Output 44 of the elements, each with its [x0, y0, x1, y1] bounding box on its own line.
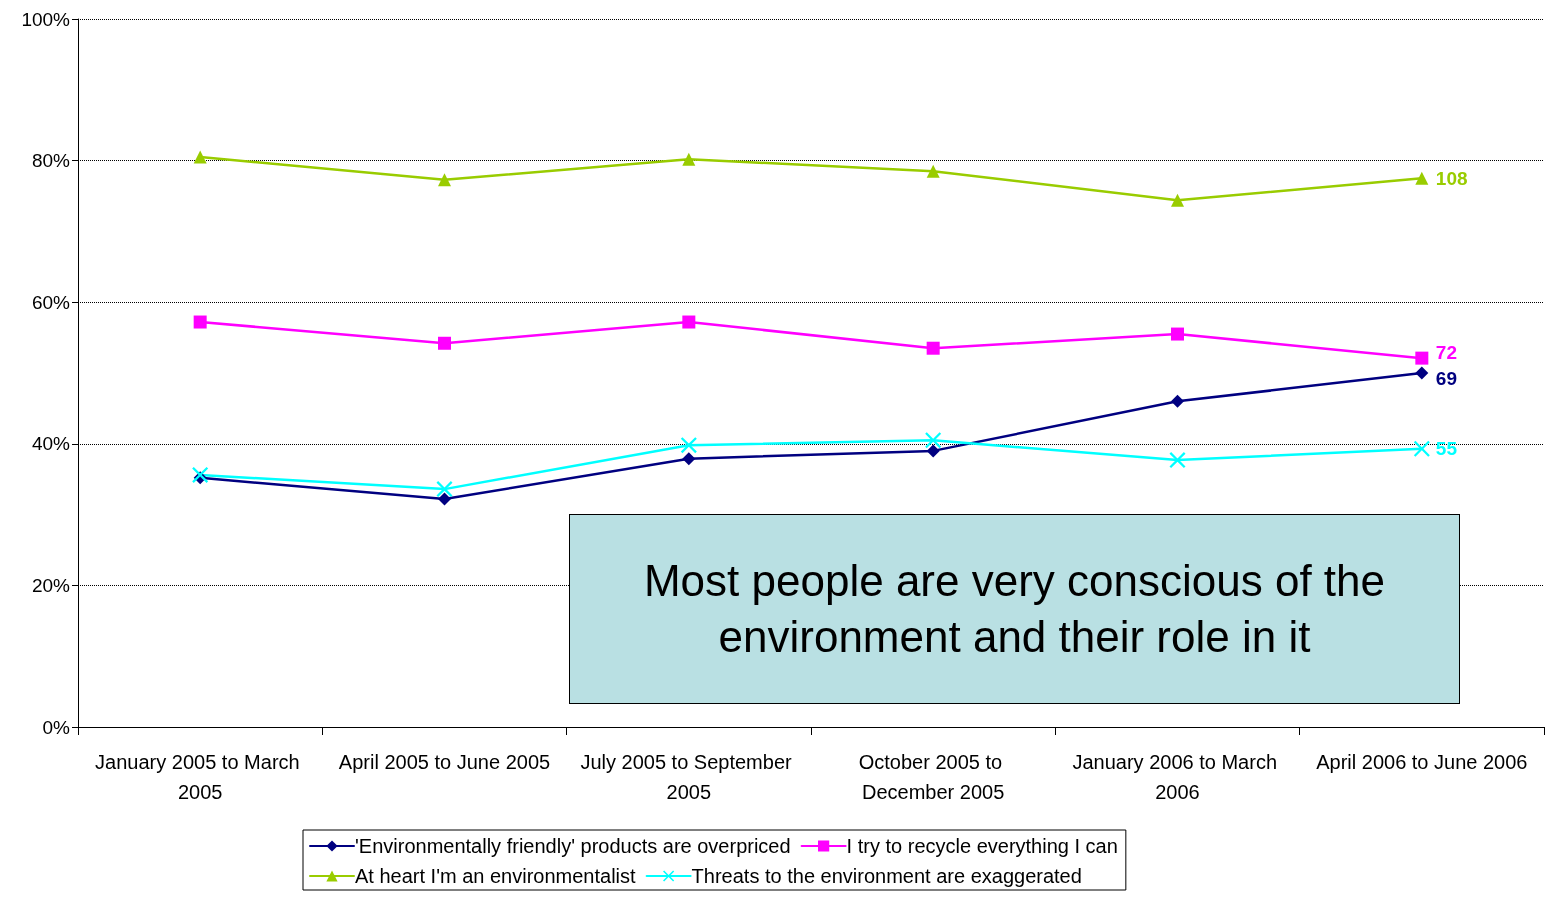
y-tick-label: 40% — [31, 433, 71, 455]
point — [680, 437, 697, 454]
point — [193, 315, 207, 329]
point — [682, 152, 696, 166]
point — [1169, 452, 1186, 469]
x-tick-label: January 2006 to March 2006 — [1072, 751, 1283, 803]
point — [682, 452, 696, 466]
point — [926, 164, 940, 178]
point — [438, 336, 451, 350]
point — [926, 341, 940, 355]
point — [1171, 394, 1184, 408]
annotation: 72 — [1435, 342, 1457, 364]
point — [925, 432, 942, 449]
point — [1413, 440, 1430, 457]
x-tick-label: July 2005 to September 2005 — [580, 751, 798, 803]
point — [436, 481, 453, 498]
point — [1171, 193, 1184, 207]
x-tick-label: April 2005 to June 2005 — [338, 751, 551, 773]
x-tick-label: April 2006 to June 2006 — [1316, 751, 1528, 773]
point — [438, 492, 451, 506]
point — [192, 466, 209, 483]
x-tick-label: October 2005 to December 2005 — [858, 751, 1008, 803]
annotation: 55 — [1435, 438, 1458, 460]
legend-label: At heart I'm an environmentalist — [355, 865, 637, 887]
y-tick-label: 20% — [31, 574, 71, 596]
point — [1171, 327, 1184, 341]
annotation: 108 — [1435, 167, 1468, 189]
legend-label: I try to recycle everything I can — [846, 835, 1118, 857]
y-tick-label: 60% — [31, 291, 71, 313]
y-tick-label: 100% — [21, 8, 71, 30]
point — [1415, 366, 1429, 380]
point — [926, 444, 940, 458]
legend-label: Threats to the environment are exaggerated — [691, 865, 1082, 887]
text-box: Most people are very conscious of the environment and their role in it — [569, 514, 1460, 704]
point — [682, 315, 696, 329]
legend-label: 'Environmentally friendly' products are overpriced — [355, 835, 791, 857]
point — [193, 150, 207, 164]
point — [1415, 171, 1429, 185]
point — [438, 173, 451, 187]
y-tick-label: 0% — [42, 716, 71, 738]
y-tick-label: 80% — [31, 150, 71, 172]
x-tick-label: January 2005 to March 2005 — [95, 751, 306, 803]
point — [1415, 351, 1429, 365]
annotation: 69 — [1435, 368, 1457, 390]
